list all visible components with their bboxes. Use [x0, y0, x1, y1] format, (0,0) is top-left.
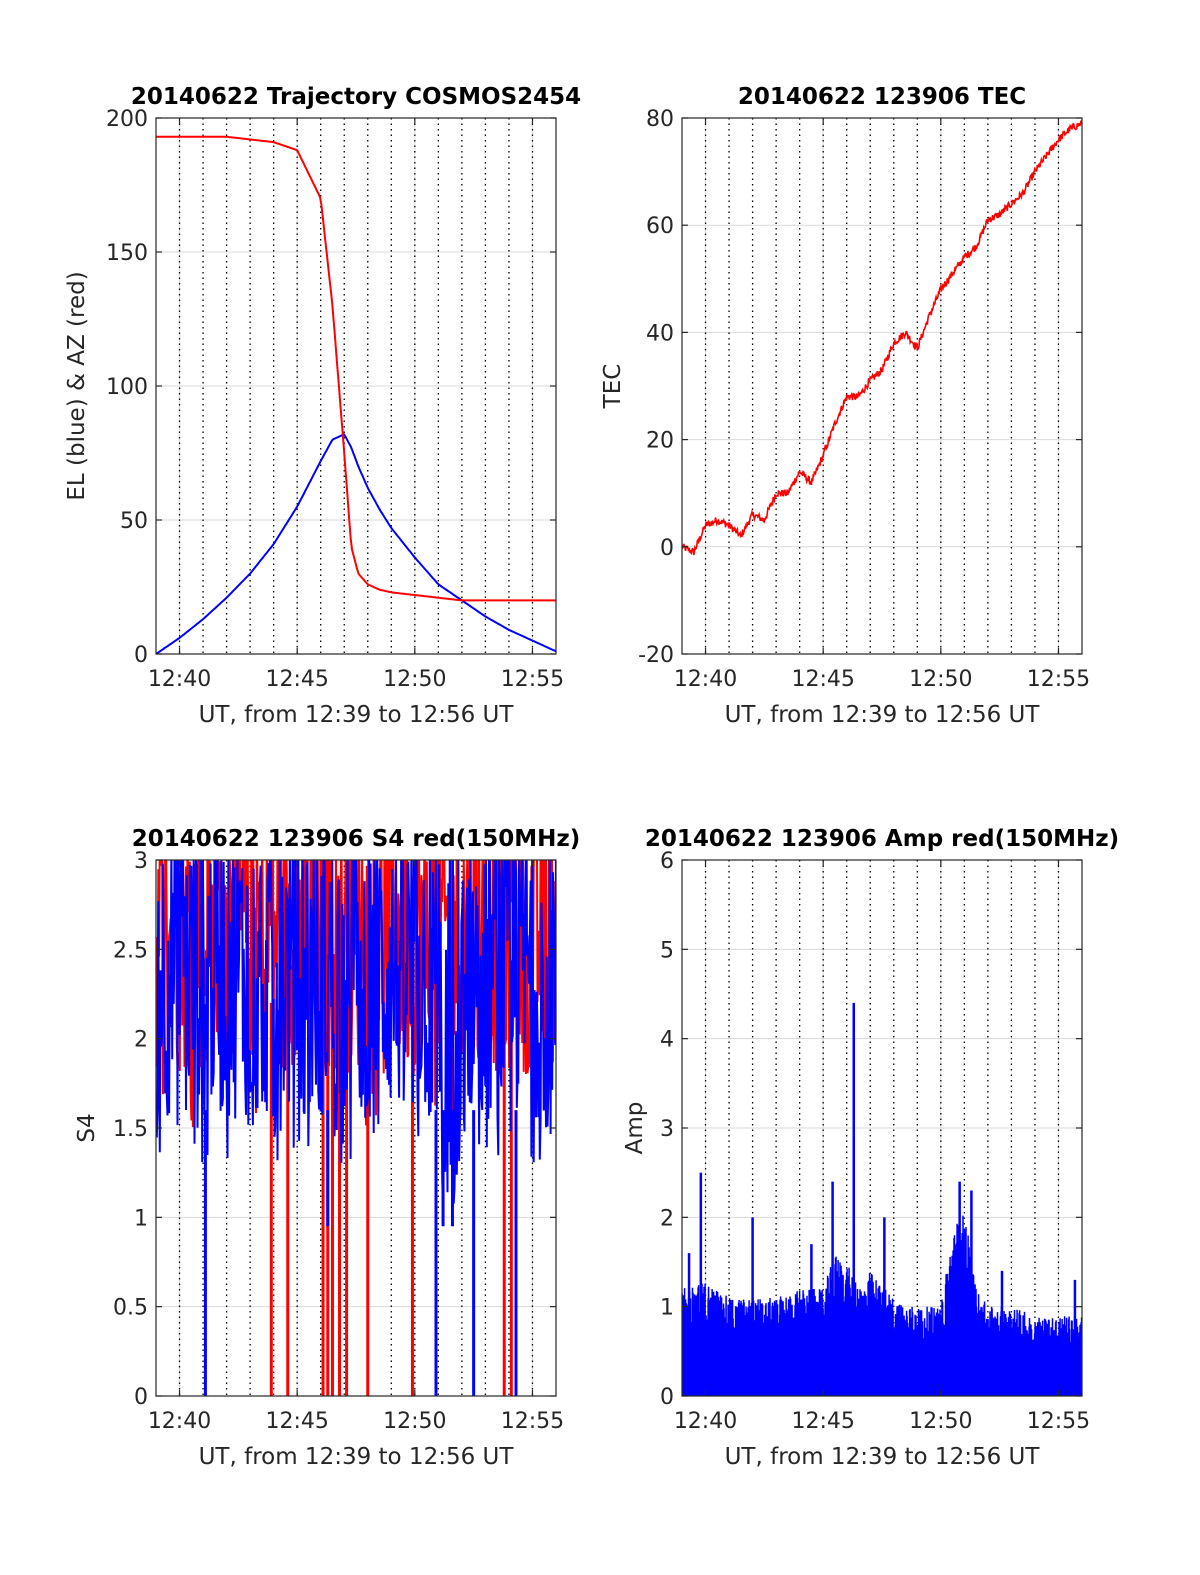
- chart-title: 20140622 Trajectory COSMOS2454: [131, 84, 581, 110]
- y-tick-label: 100: [106, 375, 148, 400]
- y-tick-label: 0: [660, 536, 674, 561]
- y-tick-label: 0.5: [113, 1296, 148, 1321]
- x-tick-label: 12:40: [148, 667, 211, 692]
- y-tick-label: 6: [660, 849, 674, 874]
- x-tick-label: 12:55: [501, 667, 564, 692]
- x-tick-label: 12:55: [1027, 1409, 1090, 1434]
- data-layer: [682, 1002, 1082, 1396]
- y-axis-label: Amp: [622, 1102, 648, 1155]
- x-tick-label: 12:40: [148, 1409, 211, 1434]
- x-tick-label: 12:45: [791, 667, 854, 692]
- y-tick-label: 50: [120, 509, 148, 534]
- x-tick-label: 12:40: [674, 1409, 737, 1434]
- x-tick-label: 12:45: [791, 1409, 854, 1434]
- y-tick-label: 200: [106, 107, 148, 132]
- y-axis-label: EL (blue) & AZ (red): [64, 271, 90, 500]
- elevation-line: [156, 433, 556, 654]
- y-tick-label: 20: [646, 429, 674, 454]
- x-tick-label: 12:55: [1027, 667, 1090, 692]
- s4-blue-line: [156, 860, 556, 1206]
- chart-title: 20140622 123906 S4 red(150MHz): [132, 826, 581, 852]
- chart-panel-4: 0 1 2 3 4 5 6 12:40 12:45 12:50 12:55 20140622 1239…: [622, 826, 1119, 1470]
- chart-panel-1: 0 50 100 150 200 12:40 12:45 12:50 12:55 20140622…: [64, 84, 581, 728]
- plot-area: [682, 118, 1082, 654]
- data-layer: [156, 135, 556, 654]
- azimuth-line: [156, 135, 556, 602]
- y-tick-label: 2: [134, 1028, 148, 1053]
- y-tick-label: 0: [134, 643, 148, 668]
- chart-panel-2: -20 0 20 40 60 80 12:40 12:45 12:50 12:55 20140622…: [600, 84, 1090, 728]
- y-tick-label: 150: [106, 241, 148, 266]
- y-tick-label: 1.5: [113, 1117, 148, 1142]
- x-tick-label: 12:55: [501, 1409, 564, 1434]
- x-axis-label: UT, from 12:39 to 12:56 UT: [199, 702, 515, 728]
- y-tick-label: 80: [646, 107, 674, 132]
- x-tick-label: 12:50: [909, 667, 972, 692]
- y-tick-label: 1: [660, 1296, 674, 1321]
- chart-panel-3: 0 0.5 1 1.5 2 2.5 3 12:40 12:45 12:50 12:55 2014062…: [74, 826, 581, 1470]
- x-tick-label: 12:50: [383, 667, 446, 692]
- chart-title: 20140622 123906 Amp red(150MHz): [645, 826, 1119, 852]
- x-tick-label: 12:40: [674, 667, 737, 692]
- y-tick-label: 3: [660, 1117, 674, 1142]
- y-tick-label: 2.5: [113, 938, 148, 963]
- axes-box: [681, 117, 1083, 655]
- x-axis-label: UT, from 12:39 to 12:56 UT: [725, 702, 1041, 728]
- data-layer: [156, 860, 556, 1396]
- x-tick-label: 12:50: [383, 1409, 446, 1434]
- y-tick-label: 2: [660, 1206, 674, 1231]
- chart-title: 20140622 123906 TEC: [738, 84, 1026, 110]
- y-tick-label: 1: [134, 1206, 148, 1231]
- y-tick-label: 0: [660, 1385, 674, 1410]
- y-axis-label: TEC: [600, 364, 626, 410]
- x-axis-label: UT, from 12:39 to 12:56 UT: [199, 1444, 515, 1470]
- data-layer: [682, 119, 1082, 556]
- y-axis-label: S4: [74, 1113, 100, 1142]
- x-tick-label: 12:45: [265, 667, 328, 692]
- y-tick-label: -20: [638, 643, 674, 668]
- y-tick-label: 3: [134, 849, 148, 874]
- y-tick-label: 4: [660, 1028, 674, 1053]
- y-tick-label: 0: [134, 1385, 148, 1410]
- amp-line: [682, 1215, 1082, 1396]
- y-tick-label: 60: [646, 214, 674, 239]
- x-axis-label: UT, from 12:39 to 12:56 UT: [725, 1444, 1041, 1470]
- tec-line: [682, 119, 1082, 556]
- y-tick-label: 40: [646, 321, 674, 346]
- y-tick-label: 5: [660, 938, 674, 963]
- x-tick-label: 12:45: [265, 1409, 328, 1434]
- x-tick-label: 12:50: [909, 1409, 972, 1434]
